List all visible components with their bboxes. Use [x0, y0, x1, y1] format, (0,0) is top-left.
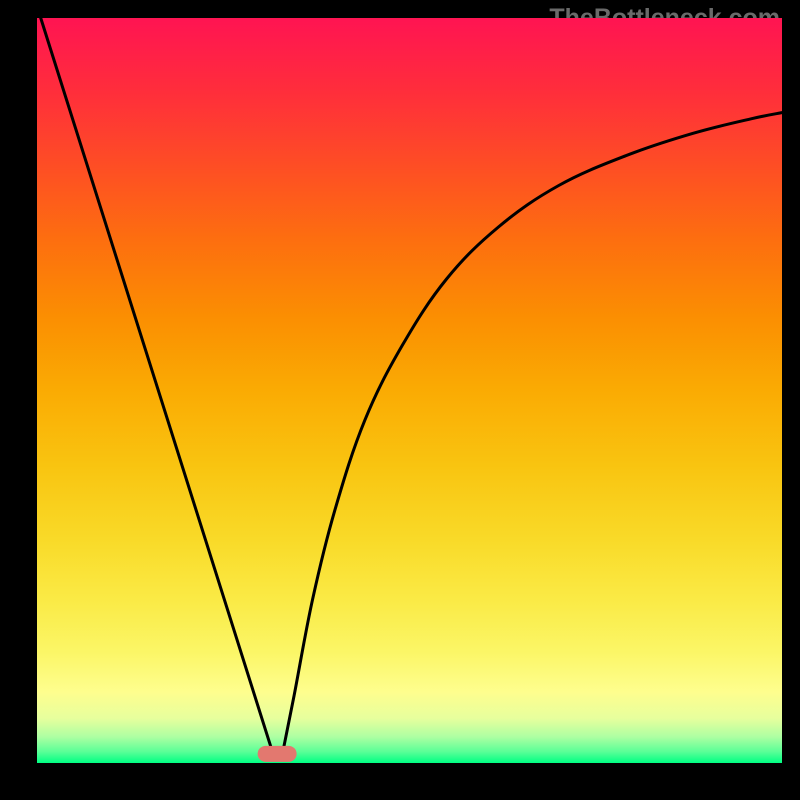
bottleneck-curve: [41, 18, 782, 752]
plot-area: [37, 18, 782, 763]
chart-container: TheBottleneck.com: [0, 0, 800, 800]
curve-layer: [37, 18, 782, 763]
optimum-marker: [258, 746, 297, 762]
